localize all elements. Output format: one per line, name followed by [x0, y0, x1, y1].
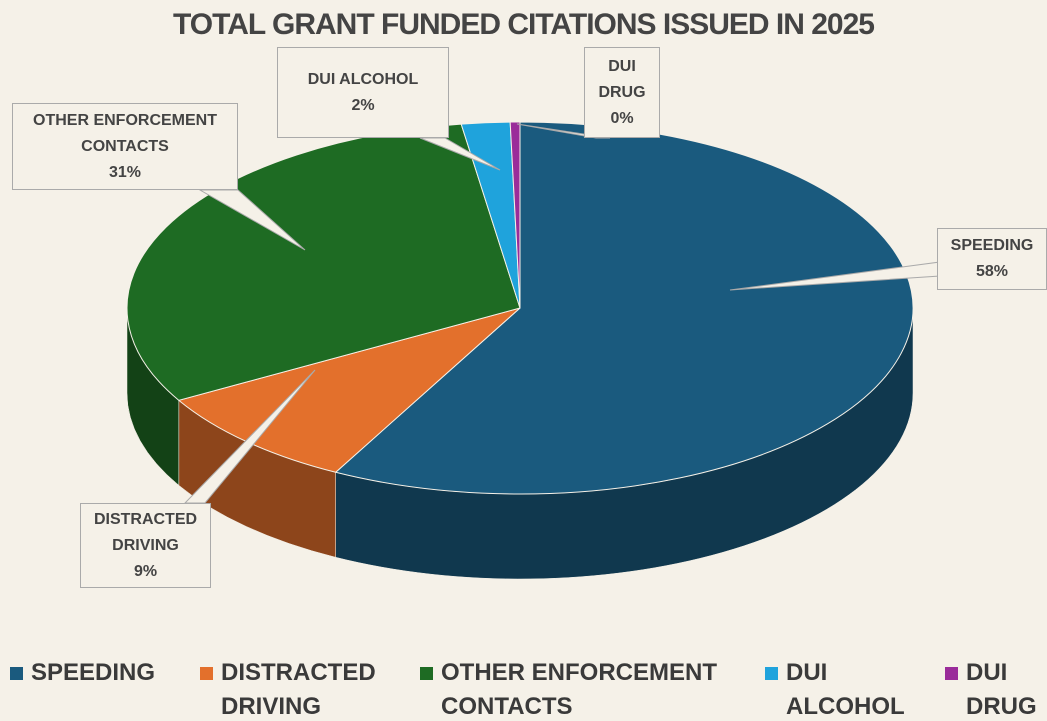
data-label-category: DUI DRUG: [598, 57, 646, 101]
legend-swatch: [420, 667, 433, 680]
data-label: OTHER ENFORCEMENT CONTACTS 31%: [12, 103, 238, 190]
data-label-value: 58%: [975, 263, 1009, 280]
data-label: DUI DRUG 0%: [584, 47, 660, 138]
data-label-value: 2%: [351, 96, 375, 114]
legend-swatch: [200, 667, 213, 680]
legend-label: DISTRACTED DRIVING: [221, 659, 376, 720]
slice: [334, 121, 914, 495]
legend-item: DUI DRUG: [945, 656, 1045, 721]
data-label-value: 31%: [108, 163, 142, 181]
data-label: SPEEDING 58%: [937, 228, 1047, 290]
legend-item: SPEEDING: [10, 656, 180, 690]
legend-item: DUI ALCOHOL: [765, 656, 915, 721]
data-label-category: OTHER ENFORCEMENT CONTACTS: [33, 111, 217, 155]
chart-title: TOTAL GRANT FUNDED CITATIONS ISSUED IN 2…: [173, 8, 875, 41]
legend-label: DUI DRUG: [966, 659, 1037, 720]
legend-label: SPEEDING: [31, 659, 156, 686]
data-label: DUI ALCOHOL 2%: [277, 47, 449, 138]
legend-swatch: [10, 667, 23, 680]
data-label-value: 9%: [133, 562, 158, 580]
legend-label: DUI ALCOHOL: [786, 659, 905, 720]
legend-swatch: [765, 667, 778, 680]
data-label-category: DUI ALCOHOL: [307, 70, 419, 88]
data-label: DISTRACTED DRIVING 9%: [80, 503, 211, 588]
legend-item: OTHER ENFORCEMENT CONTACTS: [420, 656, 730, 721]
data-label-category: SPEEDING: [950, 237, 1034, 254]
legend-label: OTHER ENFORCEMENT CONTACTS: [441, 659, 717, 720]
callout-leader: [419, 137, 501, 171]
slice: [509, 121, 521, 309]
callout-leader: [198, 189, 306, 251]
data-label-category: DISTRACTED DRIVING: [93, 510, 198, 554]
data-label-value: 0%: [610, 109, 634, 127]
legend-item: DISTRACTED DRIVING: [200, 656, 380, 721]
legend-swatch: [945, 667, 958, 680]
